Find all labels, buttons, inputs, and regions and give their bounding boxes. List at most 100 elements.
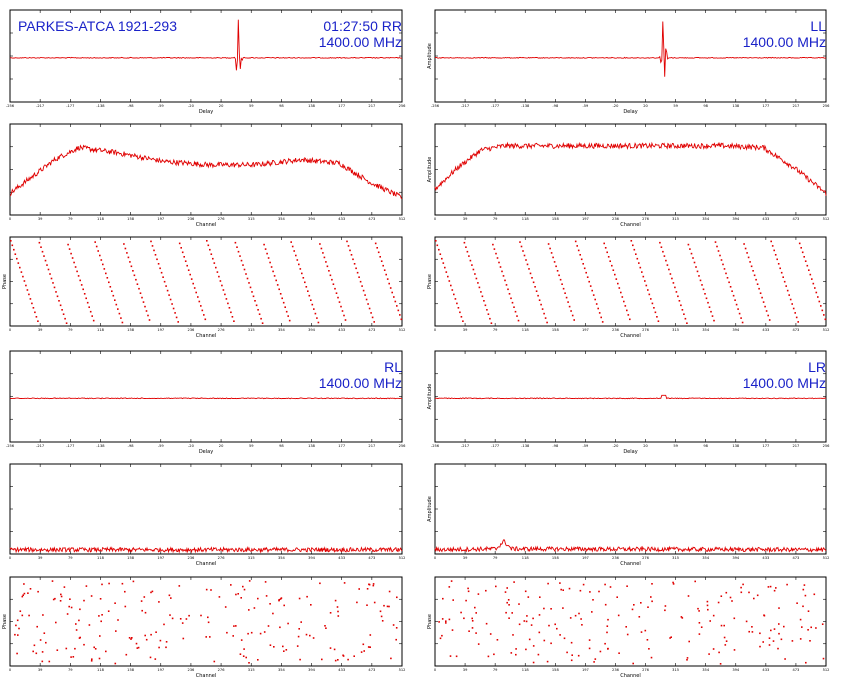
x-tick-label: 79: [68, 556, 73, 560]
phase-point: [41, 651, 44, 653]
phase-point: [105, 272, 107, 275]
phase-point: [675, 291, 678, 293]
phase-point: [507, 288, 509, 291]
series-line: [9, 144, 403, 200]
phase-point: [778, 623, 780, 625]
phase-point: [808, 269, 810, 271]
phase-point: [388, 605, 390, 608]
phase-point: [124, 605, 127, 608]
phase-point: [809, 640, 811, 642]
x-tick-label: 315: [672, 668, 679, 672]
x-tick-label: 197: [582, 668, 589, 672]
phase-point: [114, 299, 116, 301]
phase-point: [651, 302, 654, 305]
phase-point: [36, 625, 38, 628]
phase-point: [397, 309, 400, 312]
phase-point: [11, 244, 14, 247]
phase-point: [368, 583, 370, 586]
phase-point: [648, 648, 650, 650]
x-tick-label: 276: [218, 668, 226, 672]
phase-point: [349, 249, 351, 252]
phase-point: [780, 638, 783, 641]
phase-point: [283, 604, 285, 607]
phase-point: [313, 308, 315, 310]
phase-point: [210, 589, 212, 591]
phase-point: [468, 630, 470, 632]
phase-point: [647, 289, 649, 291]
phase-point: [40, 246, 42, 248]
phase-point: [325, 627, 327, 629]
phase-point: [368, 307, 371, 310]
phase-point: [543, 607, 545, 610]
phase-point: [577, 249, 580, 252]
x-tick-label: 158: [127, 556, 135, 560]
phase-point: [198, 300, 201, 303]
phase-point: [350, 254, 353, 256]
phase-point: [376, 247, 378, 249]
phase-point: [158, 601, 160, 603]
x-tick-label: 39: [38, 668, 43, 672]
phase-point: [480, 291, 482, 293]
phase-point: [232, 635, 234, 637]
x-tick-label: 512: [823, 556, 830, 560]
phase-point: [570, 641, 573, 644]
phase-point: [656, 316, 658, 318]
phase-point: [178, 585, 181, 587]
phase-point: [537, 653, 540, 656]
phase-point: [358, 588, 360, 590]
phase-point: [188, 614, 190, 617]
phase-point: [554, 623, 556, 626]
series-line: [9, 19, 403, 71]
phase-point: [383, 604, 385, 607]
phase-point: [546, 660, 549, 663]
phase-point: [71, 257, 74, 259]
phase-point: [329, 612, 332, 614]
phase-point: [37, 320, 39, 322]
phase-point: [338, 301, 341, 303]
phase-point: [239, 653, 242, 655]
phase-point: [502, 275, 505, 277]
x-tick-label: 433: [762, 328, 769, 332]
phase-point: [751, 631, 754, 633]
phase-point: [299, 658, 301, 661]
phase-point: [18, 627, 20, 630]
phase-point: [657, 320, 660, 322]
phase-point: [448, 586, 451, 588]
x-tick-label: 236: [187, 668, 195, 672]
phase-point: [740, 591, 743, 594]
phase-point: [672, 581, 674, 584]
phase-point: [644, 280, 646, 282]
phase-point: [189, 273, 191, 276]
x-tick-label: 39: [463, 668, 468, 672]
x-tick-label: 512: [823, 217, 830, 221]
phase-point: [516, 315, 518, 317]
phase-point: [564, 292, 566, 294]
phase-point: [811, 278, 813, 280]
phase-point: [600, 316, 602, 319]
plot-frame: [9, 350, 403, 443]
x-tick-label: 20: [643, 104, 648, 108]
phase-point: [495, 252, 497, 255]
phase-point: [436, 244, 439, 247]
phase-point: [740, 586, 742, 589]
phase-point: [388, 282, 390, 285]
phase-point: [438, 248, 440, 251]
phase-point: [534, 286, 536, 288]
phase-point: [187, 269, 190, 271]
x-tick-label: 158: [127, 217, 135, 221]
phase-point: [135, 278, 137, 281]
phase-point: [597, 307, 599, 310]
phase-point: [23, 280, 26, 282]
phase-point: [662, 250, 664, 253]
phase-point: [764, 305, 766, 308]
phase-point: [373, 601, 376, 604]
phase-point: [102, 263, 104, 266]
phase-point: [773, 628, 776, 630]
phase-point: [556, 627, 558, 630]
phase-point: [213, 262, 216, 264]
phase-point: [21, 595, 24, 598]
phase-point: [86, 301, 89, 304]
x-tick-label: 315: [248, 668, 255, 672]
phase-point: [88, 306, 90, 308]
phase-point: [243, 268, 246, 271]
